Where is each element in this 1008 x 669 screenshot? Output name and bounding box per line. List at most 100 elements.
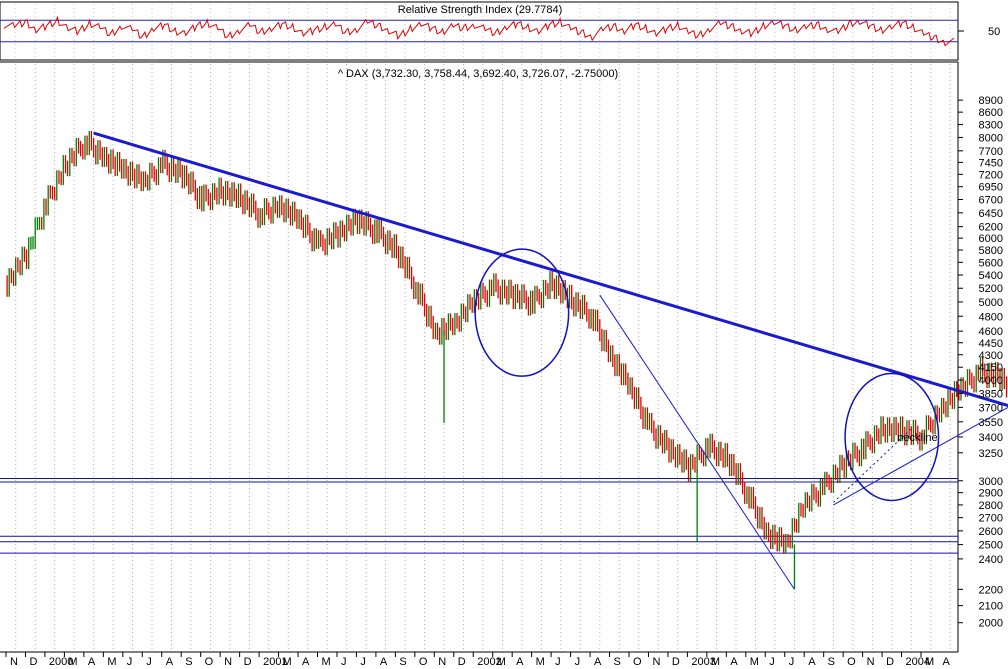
x-tick-label: 2001 (263, 656, 287, 668)
x-tick-label: O (419, 656, 428, 668)
pattern-circle (844, 372, 940, 502)
x-tick-label: M (536, 656, 545, 668)
price-y-tick-label: 2200 (979, 584, 1003, 596)
x-tick-label: N (438, 656, 446, 668)
price-y-tick-label: 3250 (979, 448, 1003, 460)
price-y-tick-label: 8600 (979, 107, 1003, 119)
x-tick-label: M (283, 656, 292, 668)
price-y-tick-label: 5000 (979, 297, 1003, 309)
rsi-series-line (3, 15, 955, 47)
x-tick-label: A (808, 656, 816, 668)
x-tick-label: A (730, 656, 738, 668)
price-y-tick-label: 6950 (979, 182, 1003, 194)
thin-trendline (833, 406, 1008, 506)
price-y-tick-label: 6450 (979, 208, 1003, 220)
price-y-tick-label: 4800 (979, 311, 1003, 323)
x-tick-label: D (29, 656, 37, 668)
price-y-tick-label: 5600 (979, 257, 1003, 269)
x-tick-label: D (672, 656, 680, 668)
price-y-tick-label: 6000 (979, 233, 1003, 245)
x-tick-label: J (575, 656, 581, 668)
x-tick-label: M (321, 656, 330, 668)
price-y-tick-label: 8300 (979, 120, 1003, 132)
trendlines (93, 131, 1008, 590)
price-y-tick-label: 2700 (979, 513, 1003, 525)
x-tick-label: S (614, 656, 621, 668)
x-tick-label: J (789, 656, 795, 668)
price-y-tick-label: 4600 (979, 326, 1003, 338)
price-y-tick-label: 3700 (979, 402, 1003, 414)
x-tick-label: O (205, 656, 214, 668)
price-y-tick-label: 7200 (979, 169, 1003, 181)
x-tick-label: S (185, 656, 192, 668)
price-y-tick-label: 6700 (979, 195, 1003, 207)
x-tick-label: S (828, 656, 835, 668)
rsi-grid (15, 4, 951, 58)
pattern-circle (474, 248, 570, 377)
price-y-tick-label: 3850 (979, 388, 1003, 400)
x-tick-label: A (380, 656, 388, 668)
x-tick-label: M (497, 656, 506, 668)
price-y-tick-label: 7700 (979, 146, 1003, 158)
x-tick-label: N (10, 656, 18, 668)
price-y-tick-label: 8900 (979, 95, 1003, 107)
x-tick-label: A (166, 656, 174, 668)
price-y-tick-label: 5200 (979, 283, 1003, 295)
x-tick-label: M (750, 656, 759, 668)
x-tick-label: J (360, 656, 366, 668)
x-tick-label: A (88, 656, 96, 668)
x-tick-label: A (516, 656, 524, 668)
rsi-title: Relative Strength Index (29.7784) (398, 4, 563, 16)
x-tick-label: O (847, 656, 856, 668)
price-title: ^ DAX (3,732.30, 3,758.44, 3,692.40, 3,7… (338, 68, 618, 80)
pattern-circles (474, 248, 940, 502)
price-y-tick-label: 4300 (979, 350, 1003, 362)
rsi-y-tick-label: 50 (988, 26, 1000, 38)
x-tick-label: O (633, 656, 642, 668)
x-tick-label: J (769, 656, 775, 668)
x-tick-label: J (555, 656, 561, 668)
horizontal-lines (0, 477, 958, 554)
price-y-tick-label: 5800 (979, 245, 1003, 257)
x-tick-label: N (867, 656, 875, 668)
x-tick-label: N (224, 656, 232, 668)
x-tick-label: 2004 (906, 656, 930, 668)
rsi-y-axis: 50 (958, 26, 1000, 38)
x-tick-label: N (652, 656, 660, 668)
x-tick-label: M (711, 656, 720, 668)
price-y-tick-label: 2000 (979, 618, 1003, 630)
rsi-reference-lines (0, 19, 958, 43)
x-tick-label: M (925, 656, 934, 668)
x-tick-label: M (107, 656, 116, 668)
price-y-tick-label: 3000 (979, 476, 1003, 488)
price-y-tick-label: 2600 (979, 526, 1003, 538)
price-y-tick-label: 8000 (979, 132, 1003, 144)
price-y-tick-label: 2400 (979, 554, 1003, 566)
price-y-tick-label: 2100 (979, 601, 1003, 613)
x-tick-label: A (594, 656, 602, 668)
x-tick-label: D (458, 656, 466, 668)
x-tick-label: 2003 (691, 656, 715, 668)
price-y-tick-label: 2500 (979, 540, 1003, 552)
price-y-tick-label: 2900 (979, 488, 1003, 500)
price-y-tick-label: 4150 (979, 362, 1003, 374)
annotations: neckline (897, 432, 937, 444)
price-y-tick-label: 3400 (979, 432, 1003, 444)
price-y-tick-label: 6200 (979, 222, 1003, 234)
price-y-tick-label: 3550 (979, 417, 1003, 429)
price-grid (15, 64, 951, 650)
price-y-tick-label: 2800 (979, 500, 1003, 512)
price-y-axis: 2000 2100 2200 2400 2500 26002700280029003000… (958, 95, 1003, 630)
x-tick-label: S (399, 656, 406, 668)
price-y-tick-label: 7450 (979, 157, 1003, 169)
x-tick-label: J (127, 656, 133, 668)
neckline-annotation: neckline (897, 432, 937, 444)
x-tick-label: A (302, 656, 310, 668)
price-y-tick-label: 4450 (979, 338, 1003, 350)
x-tick-label: 2002 (477, 656, 501, 668)
x-tick-label: J (341, 656, 347, 668)
major-downtrend-line (93, 131, 1008, 408)
x-tick-label: A (942, 656, 950, 668)
